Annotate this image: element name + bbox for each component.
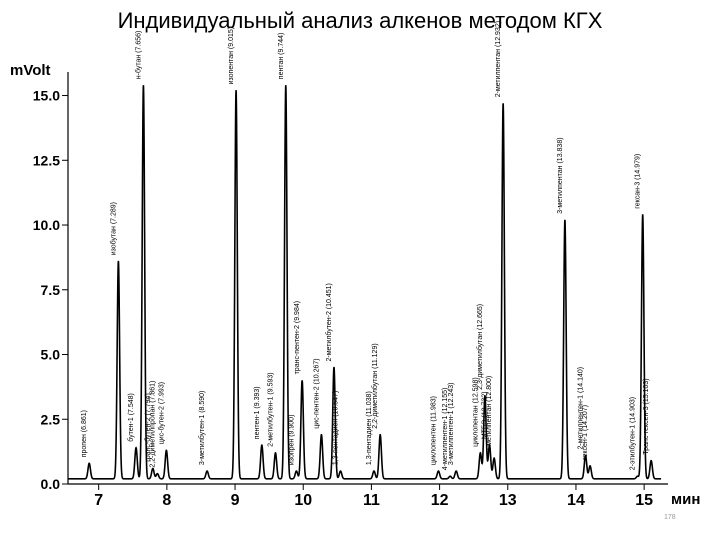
x-tick-label: 9 (231, 492, 240, 509)
peak-label: пентан (9.744) (278, 33, 285, 80)
y-tick-label: 12.5 (33, 152, 60, 168)
peak-label: 2-метилпентан (12.932) (495, 21, 502, 97)
x-tick-label: 15 (635, 492, 653, 509)
chromatogram-line (68, 85, 662, 480)
y-tick-label: 0.0 (41, 476, 61, 492)
x-tick-label: 13 (499, 492, 517, 509)
x-axis-unit-label: мин (671, 491, 701, 508)
y-tick-label: 10.0 (33, 217, 60, 233)
peak-label: 3-метилбутен-1 (8.590) (198, 391, 206, 466)
peak-label: цис-пентен-2 (10.267) (313, 358, 320, 428)
chromatogram-trace (68, 85, 662, 480)
peak-label: 3-метилпентен-1 (12.243) (448, 383, 455, 466)
axes: 0.0 2.5 5.0 7.5 10.0 12.5 15.0 7 8 9 10 11 12 13 14 15 (33, 72, 668, 509)
peak-label: изобутан (7.289) (109, 202, 117, 255)
y-tick-label: 15.0 (33, 88, 60, 104)
peak-label: 2,2-диметилпропан (7.861) (149, 381, 156, 468)
peak-label: 4-метилпентен-1 (12.155) (442, 388, 449, 471)
peak-label: циклопентан (12.598) (472, 377, 479, 447)
peak-label: МТБЭ (12.732) (482, 392, 489, 440)
peak-label: изопентан (9.015) (228, 27, 235, 85)
page-number: 178 (664, 514, 676, 521)
x-tick-label: 11 (363, 492, 380, 509)
peak-label: Транс-гексен-3 (15.103) (643, 378, 650, 454)
peak-labels: пропен (6.861) изобутан (7.289) бутен-1 (7… (81, 21, 650, 470)
peak-label: транс-пентен-2 (9.984) (294, 301, 301, 374)
chart-title: Индивидуальный анализ алкенов методом КГ… (117, 8, 603, 33)
peak-label: изопрен (9.900) (288, 415, 295, 466)
peak-label: 1,3-пентадиен (11.038) (366, 391, 373, 465)
peak-label: 2-метилбутен-2 (10.451) (325, 283, 333, 361)
peak-label: гексен-1 (14.207) (582, 405, 589, 460)
peak-label: 3-метилпентан (13.838) (557, 137, 564, 213)
peak-label: гексан-3 (14.979) (635, 154, 642, 209)
peak-label: 2-метилбутен-1 (9.593) (267, 372, 275, 447)
peak-label: циклопентен (11.983) (430, 396, 437, 465)
peak-label: транс-бутен-2 (7.794) (144, 393, 152, 462)
peak-label: 2,2-диметилбутан (11.129) (371, 343, 379, 428)
y-tick-label: 2.5 (41, 411, 61, 427)
x-tick-label: 14 (567, 492, 585, 509)
peak-label: пропен (6.861) (81, 410, 88, 457)
x-tick-label: 8 (162, 492, 171, 509)
peak-label: 2-метилпентен-1 (14.140) (578, 367, 585, 450)
peak-label: 2-метилпентан (12.800) (486, 376, 493, 452)
peak-label: н-бутан (7.656) (134, 31, 142, 80)
y-tick-label: 5.0 (41, 347, 61, 363)
x-tick-label: 7 (94, 492, 103, 509)
peak-label: 1,3-пентадиен (10.547) (333, 391, 340, 465)
peak-label: пентен-1 (9.393) (254, 386, 261, 439)
peak-label: цис-бутен-2 (7.993) (157, 382, 165, 444)
peak-label: 2-этилбутен-1 (14.903) (629, 397, 637, 470)
peak-label: бутен-1 (7.548) (127, 393, 135, 442)
y-tick-label: 7.5 (41, 282, 61, 298)
x-tick-label: 12 (431, 492, 449, 509)
peak-label: 2,3-диметилбутан (12.665) (476, 304, 484, 390)
x-tick-label: 10 (294, 492, 312, 509)
y-axis-unit-label: mVolt (10, 62, 51, 79)
